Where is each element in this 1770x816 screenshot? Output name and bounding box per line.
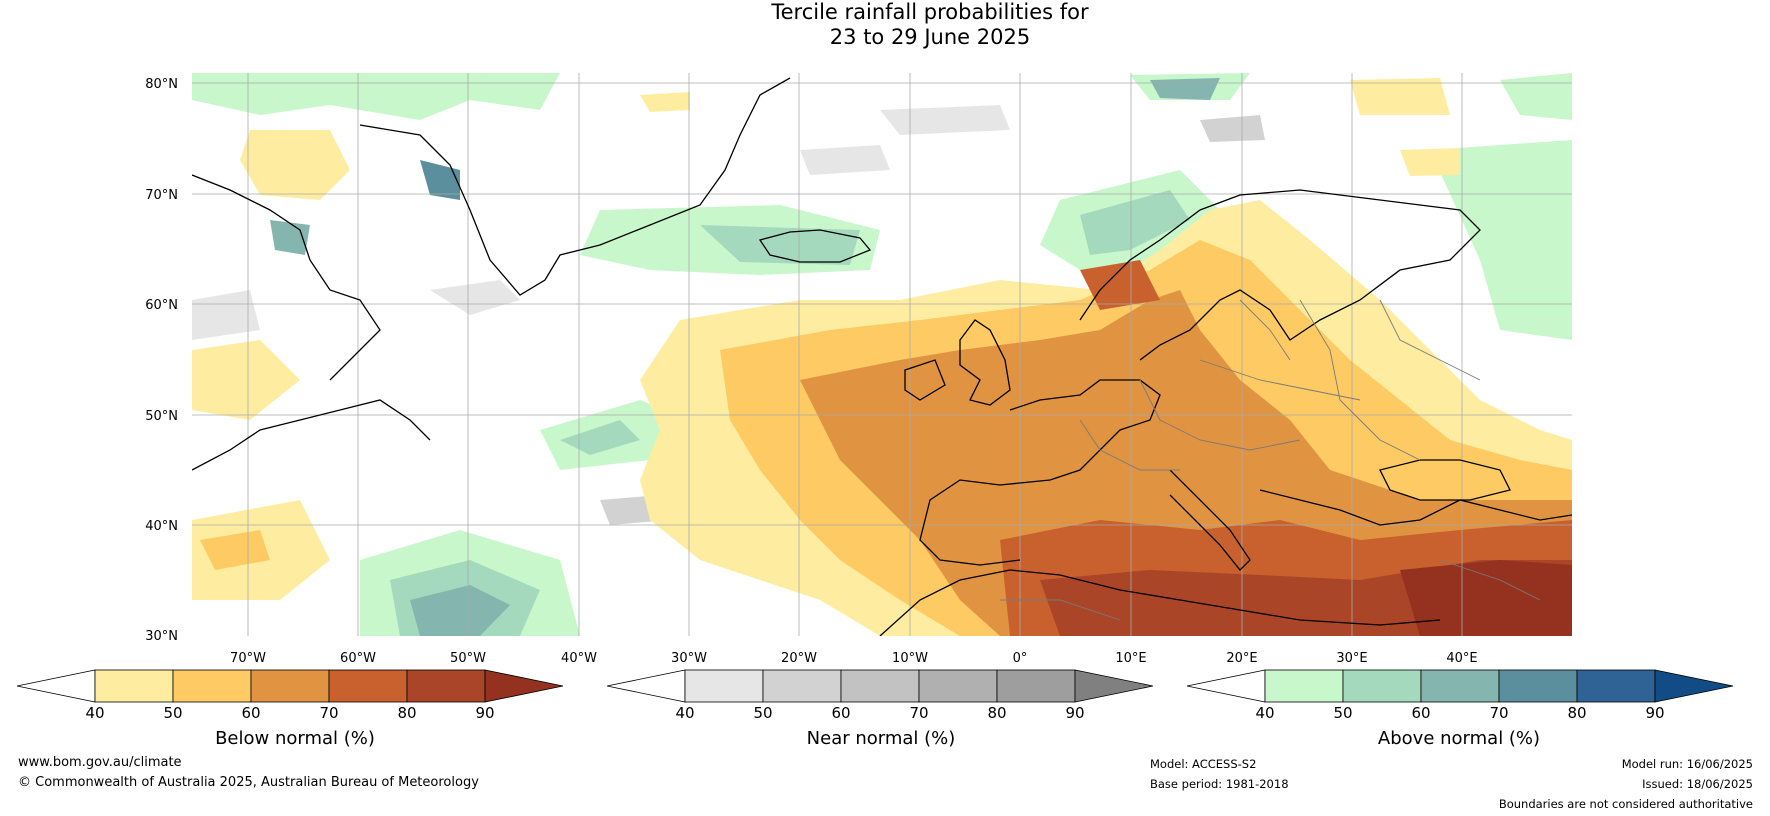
- colorbar-tick-label: 80: [397, 704, 416, 722]
- colorbar-tick-label: 60: [241, 704, 260, 722]
- colorbar-near-normal: 40 50 60 70 80 90: [606, 669, 1154, 722]
- blacksea-coast: [1379, 459, 1511, 501]
- colorbar-segment: [1264, 669, 1344, 703]
- lon-label: 0°: [1013, 651, 1028, 666]
- colorbar-tick-label: 70: [1489, 704, 1508, 722]
- model-text: Model: ACCESS-S2: [1150, 757, 1257, 771]
- coastlines: [192, 77, 1572, 636]
- colorbar-below-normal: 40 50 60 70 80 90: [16, 669, 564, 722]
- issued-text: Issued: 18/06/2025: [1642, 777, 1753, 791]
- colorbar-segment: [406, 669, 486, 703]
- graticule: [192, 73, 1572, 636]
- africa-coast: [879, 569, 1441, 636]
- colorbar-tick-label: 60: [1411, 704, 1430, 722]
- model-run-text: Model run: 16/06/2025: [1621, 757, 1753, 771]
- colorbar-tick-label: 80: [1567, 704, 1586, 722]
- lon-label: 10°E: [1115, 651, 1146, 666]
- europe-coast: [919, 379, 1161, 566]
- lon-label: 30°E: [1336, 651, 1367, 666]
- colorbar-label-above: Above normal (%): [1377, 728, 1541, 749]
- lat-label: 30°N: [145, 629, 178, 644]
- disclaimer-text: Boundaries are not considered authoritat…: [1498, 797, 1753, 811]
- colorbar-above-normal: 40 50 60 70 80 90: [1186, 669, 1734, 722]
- colorbar-tick-label: 70: [319, 704, 338, 722]
- lon-label: 50°W: [450, 651, 486, 666]
- colorbar-segment: [94, 669, 174, 703]
- scandinavia-coast: [1079, 189, 1481, 361]
- colorbar-extend-low: [16, 669, 96, 703]
- colorbar-label-below: Below normal (%): [215, 728, 375, 749]
- ireland-coast: [904, 359, 946, 401]
- colorbar-tick-label: 90: [475, 704, 494, 722]
- colorbar-extend-low: [606, 669, 686, 703]
- lon-label: 20°E: [1226, 651, 1257, 666]
- lat-label: 60°N: [145, 298, 178, 313]
- colorbar-segment: [172, 669, 252, 703]
- copyright-text: © Commonwealth of Australia 2025, Austra…: [18, 775, 479, 790]
- colorbar-tick-label: 40: [1255, 704, 1274, 722]
- colorbar-tick-label: 50: [163, 704, 182, 722]
- lat-label: 50°N: [145, 409, 178, 424]
- colorbar-segment: [762, 669, 842, 703]
- title-line-2: 23 to 29 June 2025: [829, 25, 1031, 49]
- title-line-1: Tercile rainfall probabilities for: [771, 0, 1089, 24]
- colorbar-segment: [684, 669, 764, 703]
- colorbar-tick-label: 50: [753, 704, 772, 722]
- colorbar-tick-label: 40: [85, 704, 104, 722]
- iceland-coast: [758, 229, 872, 263]
- colorbar-extend-low: [1186, 669, 1266, 703]
- lat-label: 80°N: [145, 77, 178, 92]
- balkans-coast: [1259, 489, 1572, 526]
- lat-label: 40°N: [145, 519, 178, 534]
- country-borders: [1000, 299, 1541, 621]
- rainfall-map: [192, 73, 1572, 636]
- colorbar-tick-label: 90: [1645, 704, 1664, 722]
- colorbar-tick-label: 40: [675, 704, 694, 722]
- baffin-coast: [192, 174, 381, 381]
- colorbar-tick-label: 90: [1065, 704, 1084, 722]
- above-normal-areas: [192, 73, 1572, 636]
- colorbar-segment: [328, 669, 408, 703]
- colorbar-label-near: Near normal (%): [806, 728, 956, 749]
- colorbar-extend-high: [484, 669, 564, 703]
- lat-label: 70°N: [145, 188, 178, 203]
- lon-label: 60°W: [340, 651, 376, 666]
- greenland-coast: [359, 77, 791, 296]
- italy-coast: [1169, 469, 1251, 571]
- longitude-labels: 70°W 60°W 50°W 40°W 30°W 20°W 10°W 0° 10…: [230, 651, 1478, 666]
- lon-label: 70°W: [230, 651, 266, 666]
- colorbar-segment: [918, 669, 998, 703]
- colorbar-segment: [1342, 669, 1422, 703]
- colorbar-segment: [1576, 669, 1656, 703]
- lon-label: 40°E: [1446, 651, 1477, 666]
- colorbar-tick-label: 60: [831, 704, 850, 722]
- colorbar-tick-label: 80: [987, 704, 1006, 722]
- colorbar-segment: [1498, 669, 1578, 703]
- colorbar-tick-label: 70: [909, 704, 928, 722]
- colorbar-segment: [840, 669, 920, 703]
- website-link[interactable]: www.bom.gov.au/climate: [18, 755, 182, 770]
- colorbar-segment: [250, 669, 330, 703]
- latitude-labels: 80°N 70°N 60°N 50°N 40°N 30°N: [145, 77, 178, 644]
- labrador-coast: [192, 399, 431, 471]
- below-normal-areas: [192, 78, 1572, 636]
- colorbar-extend-high: [1074, 669, 1154, 703]
- lon-label: 40°W: [561, 651, 597, 666]
- lon-label: 10°W: [892, 651, 928, 666]
- lon-label: 30°W: [671, 651, 707, 666]
- colorbar-segment: [996, 669, 1076, 703]
- colorbar-segment: [1420, 669, 1500, 703]
- britain-coast: [959, 319, 1011, 406]
- lon-label: 20°W: [781, 651, 817, 666]
- colorbar-extend-high: [1654, 669, 1734, 703]
- base-period-text: Base period: 1981-2018: [1150, 777, 1289, 791]
- map-title: Tercile rainfall probabilities for 23 to…: [0, 0, 1770, 50]
- colorbar-tick-label: 50: [1333, 704, 1352, 722]
